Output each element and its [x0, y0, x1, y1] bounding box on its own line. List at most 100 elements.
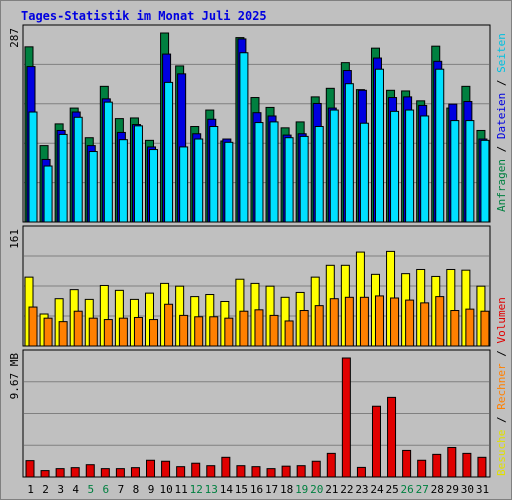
volume-bar [417, 459, 427, 478]
legend-hits-files-pages: Anfragen / Dateien / Seiten [495, 33, 508, 212]
volume-bar [55, 468, 65, 478]
pages-bar [58, 133, 68, 223]
day-label: 27 [416, 483, 429, 496]
sites-bar [299, 310, 309, 347]
day-label: 31 [476, 483, 489, 496]
legend-separator: / [495, 139, 508, 159]
sites-bar [239, 310, 249, 347]
volume-bar [206, 465, 216, 478]
sites-bar [254, 309, 264, 347]
volume-bar [115, 468, 125, 478]
volume-bar [432, 453, 442, 478]
pages-bar [28, 111, 38, 223]
day-label: 3 [57, 483, 64, 496]
volume-bar [161, 460, 171, 478]
sites-bar [359, 296, 369, 347]
day-label: 12 [190, 483, 203, 496]
volume-bar [236, 465, 246, 478]
sites-bar [133, 316, 143, 347]
legend-entry: Rechner [495, 363, 508, 410]
panel-2-ymax-label: 161 [8, 229, 21, 249]
pages-bar [224, 141, 234, 223]
day-label: 8 [133, 483, 140, 496]
panel-3-ymax-label: 9.67 MB [8, 353, 21, 400]
sites-bar [224, 317, 234, 347]
sites-bar [269, 314, 279, 347]
day-label: 5 [87, 483, 94, 496]
pages-bar [133, 125, 143, 223]
sites-bar [435, 296, 445, 347]
chart-title: Tages-Statistik im Monat Juli 2025 [21, 9, 267, 23]
pages-bar [405, 109, 415, 223]
volume-bar [176, 466, 186, 478]
sites-bar [88, 317, 98, 347]
legend-visits-sites-volume: Besuche / Rechner / Volumen [495, 297, 508, 476]
volume-bar [100, 468, 110, 478]
volume-bar [85, 464, 95, 478]
day-label: 29 [446, 483, 459, 496]
sites-bar [209, 316, 219, 347]
pages-bar [43, 165, 53, 223]
day-label: 19 [295, 483, 308, 496]
pages-bar [118, 139, 128, 223]
pages-bar [299, 135, 309, 223]
pages-bar [450, 120, 460, 223]
volume-bar [146, 459, 156, 478]
pages-bar [344, 83, 354, 223]
pages-bar [179, 146, 189, 223]
legend-entry: Seiten [495, 33, 508, 73]
day-label: 6 [103, 483, 110, 496]
sites-bar [329, 298, 339, 347]
pages-bar [194, 138, 204, 223]
day-label: 11 [175, 483, 188, 496]
volume-bar [251, 466, 261, 478]
sites-bar [28, 306, 38, 347]
day-label: 17 [265, 483, 278, 496]
pages-bar [239, 52, 249, 223]
pages-bar [88, 151, 98, 223]
pages-bar [435, 68, 445, 223]
panel-1-ymax-label: 287 [8, 28, 21, 48]
pages-bar [73, 116, 83, 223]
volume-bar [130, 467, 140, 478]
volume-bar [70, 467, 80, 478]
legend-entry: Besuche [495, 430, 508, 476]
sites-bar [405, 299, 415, 347]
legend-separator: / [495, 344, 508, 364]
pages-bar [254, 122, 264, 223]
legend-entry: Volumen [495, 297, 508, 343]
volume-bar [311, 460, 321, 478]
day-label: 22 [340, 483, 353, 496]
day-label: 20 [310, 483, 323, 496]
day-label: 24 [370, 483, 384, 496]
pages-bar [374, 68, 384, 223]
pages-bar [390, 110, 400, 223]
volume-bar [191, 462, 201, 478]
sites-bar [194, 316, 204, 347]
sites-bar [58, 321, 68, 347]
volume-bar [326, 452, 336, 478]
sites-bar [164, 303, 174, 347]
volume-bar [296, 465, 306, 478]
day-label: 21 [325, 483, 338, 496]
volume-bar [25, 460, 35, 478]
day-label: 25 [385, 483, 398, 496]
pages-bar [284, 137, 294, 223]
sites-bar [420, 302, 430, 347]
legend-entry: Anfragen [495, 159, 508, 212]
volume-bar [266, 468, 276, 478]
pages-bar [480, 139, 490, 223]
day-label: 26 [401, 483, 414, 496]
legend-separator: / [495, 410, 508, 430]
sites-bar [149, 319, 159, 347]
pages-bar [149, 149, 159, 223]
legend-entry: Dateien [495, 93, 508, 139]
day-label: 23 [355, 483, 368, 496]
sites-bar [344, 296, 354, 347]
pages-bar [164, 81, 174, 223]
pages-bar [465, 120, 475, 223]
sites-bar [118, 317, 128, 347]
sites-bar [73, 310, 83, 347]
day-label: 16 [250, 483, 263, 496]
